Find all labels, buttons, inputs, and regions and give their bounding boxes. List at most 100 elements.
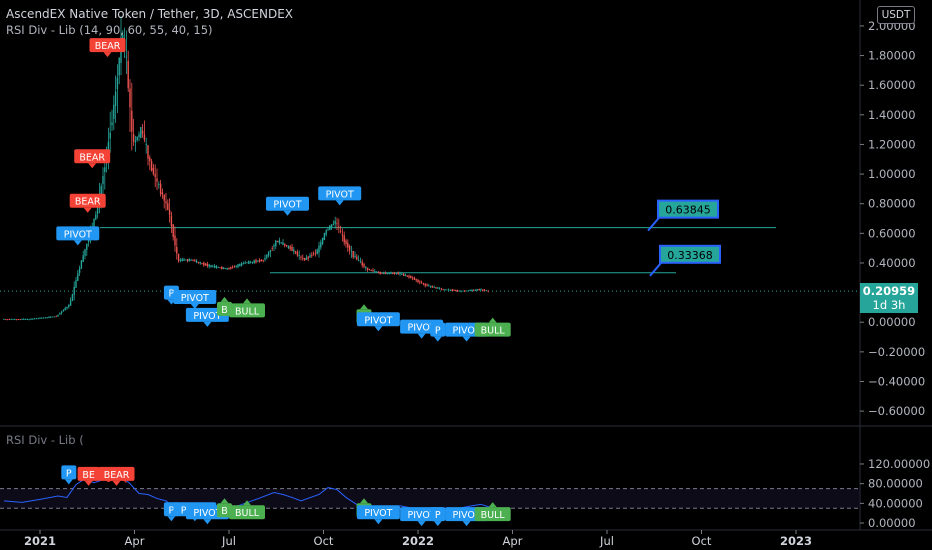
signal-label-pointer [374,326,383,332]
candle-body [51,316,54,318]
candle-body [149,157,151,162]
signal-label-box [217,301,232,316]
bear-signal-label: BEAR [98,466,135,486]
time-tick-label: Oct [314,534,334,548]
signal-label-box [173,290,217,305]
candle-body [352,250,354,258]
candle-body [59,313,61,315]
candle-body [159,183,162,195]
candle-body [249,262,252,264]
candle-body [240,263,243,266]
callout-box [657,199,719,219]
candle-body [424,283,426,286]
signal-label-text: BULL [481,326,506,337]
signal-label-pointer [112,480,121,486]
candle-body [291,246,293,252]
price-tick-label: 1.00000 [868,167,916,181]
callout-value: 0.33368 [667,249,713,262]
candle-body [33,318,36,320]
candle-body [197,261,200,263]
candle-body [442,289,444,291]
candle-body [185,259,187,261]
candle-body [71,294,74,301]
candle-body [444,289,446,291]
signal-label-text: PIVOT [193,311,221,322]
candle-body [141,130,144,134]
signal-label-text: PIVOT [273,200,301,211]
pivot-signal-label: PIVOT [173,290,217,310]
candle-body [224,268,227,269]
candle-body [215,265,218,269]
candle-body [48,317,50,318]
candle-body [86,243,88,250]
candle-body [248,260,250,265]
signal-label-pointer [335,200,344,206]
price-tick-label: 1.60000 [868,78,916,92]
candle-body [372,270,374,272]
candle-body [361,261,363,266]
candle-body [42,317,45,319]
candle-body [406,275,408,277]
signal-label-text: PIVOT [193,508,221,519]
level-lines[interactable]: 0.63845 0.33368 [100,199,776,277]
signal-label-text: B [221,305,228,316]
candle-body [433,287,435,288]
candle-body [329,225,331,231]
signal-label-pointer [83,207,92,213]
candle-body [206,264,209,267]
candle-body [334,221,336,224]
signal-label-text: P [66,468,72,479]
bull-signal-label: BULL [474,317,511,337]
rsi-pane-label[interactable]: RSI Div - Lib ( [6,433,84,447]
candle-body [188,258,191,262]
candle-body [226,267,228,270]
signal-label-pointer [190,304,199,310]
bull-signal-label: BULL [229,500,265,520]
candle-body [201,263,203,264]
signal-label-text: BEAR [95,41,121,52]
candle-body [455,289,457,292]
candle-body [296,251,299,256]
candle-body [12,319,14,321]
candle-body [453,290,455,291]
candle-body [68,305,70,308]
candle-body [111,122,113,126]
signal-label-text: BULL [235,306,260,317]
currency-badge[interactable]: USDT [877,6,915,24]
signal-label-pointer [73,240,82,246]
bull-signal-label: B [217,296,232,316]
bull-signal-label: BULL [229,298,265,318]
time-tick-label: Jul [599,534,614,548]
candle-body [449,289,452,291]
candle-body [253,260,255,264]
candle-body [136,136,138,141]
candle-body [161,192,164,195]
candle-body [293,249,295,252]
candle-body [359,261,362,263]
indicator-label[interactable]: RSI Div - Lib (14, 90, 60, 55, 40, 15) [6,23,213,37]
signal-label-pointer [488,317,497,323]
candle-body [413,277,416,281]
signal-label-box [318,186,362,201]
signal-label-text: PIVOT [453,326,481,337]
signal-label-box [430,507,446,522]
bull-signal-label: B [217,498,232,518]
signal-label-pointer [203,519,212,525]
candle-body [55,316,57,318]
candle-body [397,272,399,275]
candle-body [118,57,120,76]
candle-body [347,242,349,248]
signal-label-box [229,505,265,520]
candle-body [233,266,236,268]
candle-body [446,289,448,291]
signal-label-text: PIVOT [364,508,392,519]
time-tick-label: 2023 [780,534,812,548]
candle-body [287,245,290,248]
price-tick-label: −0.40000 [868,374,925,388]
bar-countdown: 1d 3h [872,298,906,312]
candle-body [350,250,353,252]
candle-body [167,203,169,211]
signal-label-pointer [88,163,97,169]
signal-label-pointer [462,336,471,342]
